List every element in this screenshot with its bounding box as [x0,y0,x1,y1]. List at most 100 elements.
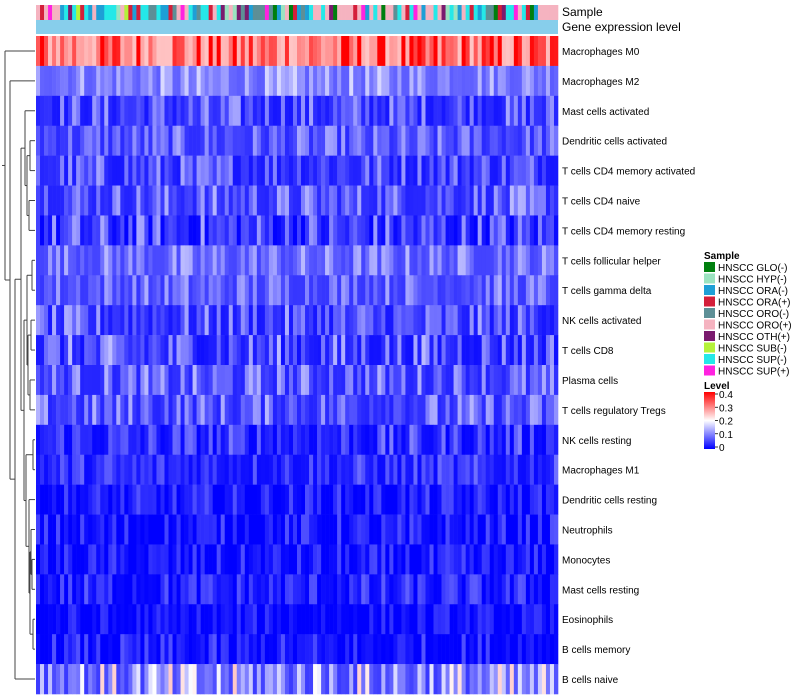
heatmap-cell [288,664,294,695]
heatmap-cell [176,394,181,426]
heatmap-cell [164,365,169,396]
heatmap-cell [513,125,519,156]
heatmap-cell [92,454,97,485]
sample-annotation-cell [397,5,402,20]
level-tick-label: 0.1 [719,430,733,441]
heatmap-cell [545,305,551,336]
heatmap-cell [381,305,386,336]
heatmap-cell [52,125,57,156]
heatmap-cell [248,394,254,426]
heatmap-cell [216,365,222,396]
heatmap-cell [172,664,177,695]
heatmap-cell [120,604,125,635]
heatmap-cell [461,365,466,396]
heatmap-cell [228,215,234,246]
heatmap-cell [184,484,189,515]
heatmap-cell [457,604,462,635]
heatmap-cell [297,215,302,246]
heatmap-cell [445,634,450,665]
heatmap-cell [333,95,338,127]
heatmap-cell [60,454,65,485]
heatmap-cell [208,185,213,216]
heatmap-cell [369,36,374,67]
heatmap-cell [461,65,466,97]
heatmap-cell [337,634,342,665]
heatmap-cell [433,424,438,456]
heatmap-cell [112,664,117,695]
heatmap-cell [373,65,378,97]
heatmap-cell [104,36,109,67]
heatmap-cell [280,574,286,605]
heatmap-cell [196,394,201,426]
heatmap-cell [353,125,358,156]
heatmap-cell [485,65,491,97]
heatmap-cell [36,544,41,575]
heatmap-cell [377,664,382,695]
heatmap-cell [156,634,161,665]
heatmap-cell [272,604,278,635]
heatmap-cell [445,185,450,216]
heatmap-cell [449,36,454,67]
heatmap-cell [252,454,258,485]
heatmap-cell [124,664,129,695]
heatmap-cell [116,544,121,575]
heatmap-cell [429,424,434,456]
heatmap-cell [409,484,414,515]
heatmap-cell [357,215,362,246]
heatmap-cell [457,125,462,156]
sample-annotation-cell [80,5,85,20]
sample-annotation-cell [256,5,262,20]
heatmap-cell [104,65,109,97]
heatmap-cell [345,634,350,665]
heatmap-cell [112,275,117,306]
heatmap-cell [272,424,278,456]
heatmap-cell [288,245,294,276]
heatmap-cell [549,514,555,545]
heatmap-cell [268,544,274,575]
heatmap-cell [48,305,53,336]
heatmap-cell [164,275,169,306]
heatmap-cell [68,454,73,485]
heatmap-cell [521,604,527,635]
heatmap-cell [465,95,470,127]
heatmap-cell [44,574,49,605]
heatmap-cell [204,514,209,545]
heatmap-cell [517,125,523,156]
heatmap-cell [477,544,483,575]
heatmap-cell [148,574,153,605]
heatmap-cell [493,215,499,246]
heatmap-cell [337,95,342,127]
heatmap-cell [100,185,105,216]
heatmap-cell [148,514,153,545]
heatmap-cell [124,634,129,665]
heatmap-cell [88,394,93,426]
row-label: Neutrophils [562,526,613,537]
heatmap-cell [337,245,342,276]
heatmap-cell [44,484,49,515]
heatmap-cell [309,424,314,456]
heatmap-cell [84,544,89,575]
heatmap-cell [437,604,442,635]
heatmap-cell [537,335,543,366]
heatmap-cell [381,215,386,246]
heatmap-cell [160,424,165,456]
heatmap-cell [549,365,555,396]
heatmap-cell [477,664,483,695]
heatmap-cell [449,664,454,695]
heatmap-cell [493,185,499,216]
row-label: B cells naive [562,675,619,686]
heatmap-cell [381,394,386,426]
heatmap-cell [481,275,487,306]
heatmap-cell [172,65,177,97]
heatmap-cell [489,484,495,515]
heatmap-cell [305,185,310,216]
heatmap-cell [192,185,197,216]
heatmap-cell [172,215,177,246]
heatmap-cell [172,275,177,306]
heatmap-cell [176,335,181,366]
heatmap-cell [128,155,133,186]
heatmap-cell [208,36,213,67]
heatmap-cell [148,365,153,396]
heatmap-cell [272,305,278,336]
heatmap-cell [433,634,438,665]
